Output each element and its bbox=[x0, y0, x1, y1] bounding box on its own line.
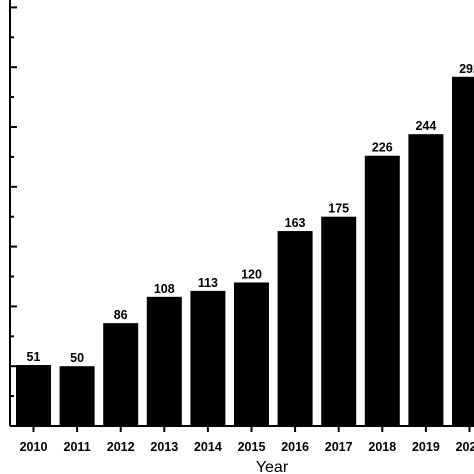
data-label-2013: 108 bbox=[154, 282, 175, 296]
bar-2013 bbox=[146, 296, 182, 426]
axes-group bbox=[9, 0, 474, 427]
data-labels-group: 51 50 86 108 113 120 163 175 226 244 292 bbox=[27, 62, 474, 365]
bar-2011 bbox=[59, 366, 95, 426]
x-tick-label-2014: 2014 bbox=[194, 440, 222, 454]
data-label-2017: 175 bbox=[328, 202, 349, 216]
x-tick-label-2017: 2017 bbox=[325, 440, 353, 454]
data-label-2014: 113 bbox=[198, 276, 218, 290]
data-label-2016: 163 bbox=[285, 216, 306, 230]
data-label-2011: 50 bbox=[70, 351, 84, 365]
data-label-2020: 292 bbox=[459, 62, 474, 76]
data-label-2019: 244 bbox=[415, 119, 436, 133]
bar-2020 bbox=[452, 76, 474, 426]
data-label-2018: 226 bbox=[372, 141, 393, 155]
data-label-2012: 86 bbox=[114, 308, 128, 322]
x-tick-label-2010: 2010 bbox=[20, 440, 48, 454]
bar-2015 bbox=[234, 282, 269, 426]
bars-group bbox=[16, 76, 474, 427]
x-tick-label-2020: 2020 bbox=[456, 440, 474, 454]
y-ticks-group bbox=[10, 6, 17, 398]
bar-2016 bbox=[277, 231, 313, 426]
bar-2012 bbox=[103, 323, 139, 426]
x-tick-label-2012: 2012 bbox=[107, 440, 135, 454]
data-label-2015: 120 bbox=[241, 267, 262, 281]
bar-2019 bbox=[408, 134, 444, 426]
x-tick-label-2011: 2011 bbox=[64, 440, 91, 454]
x-ticks-group bbox=[32, 426, 471, 432]
bar-2014 bbox=[190, 290, 226, 426]
x-tick-label-2015: 2015 bbox=[238, 440, 266, 454]
x-axis-title: Year bbox=[256, 459, 289, 474]
x-tick-labels-group: 2010 2011 2012 2013 2014 2015 2016 2017 2018 2019… bbox=[20, 440, 474, 454]
x-tick-label-2019: 2019 bbox=[412, 440, 440, 454]
x-tick-label-2013: 2013 bbox=[150, 440, 178, 454]
x-tick-label-2016: 2016 bbox=[281, 440, 309, 454]
bar-2010 bbox=[16, 365, 51, 426]
x-tick-label-2018: 2018 bbox=[368, 440, 396, 454]
bar-2017 bbox=[321, 216, 357, 426]
bar-2018 bbox=[364, 155, 400, 427]
data-label-2010: 51 bbox=[27, 350, 41, 364]
